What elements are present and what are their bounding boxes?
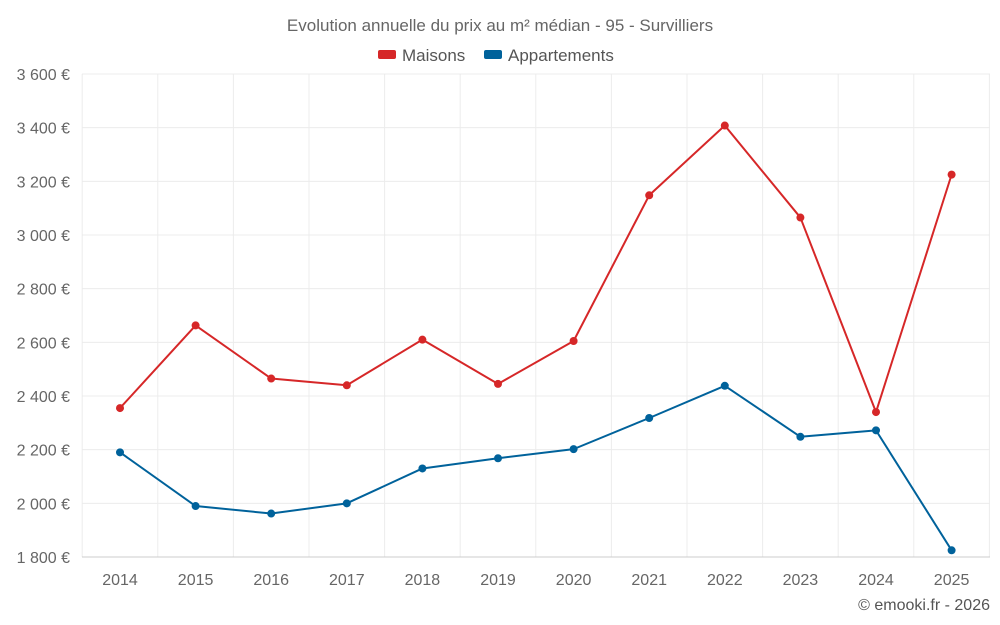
y-tick-label: 3 400 €	[17, 121, 70, 138]
legend-swatch-appartements	[484, 50, 502, 59]
data-point-maisons[interactable]	[116, 404, 124, 413]
data-point-maisons[interactable]	[191, 321, 200, 330]
x-tick-label: 2022	[707, 572, 743, 589]
data-point-appartements[interactable]	[494, 454, 502, 463]
x-tick-label: 2016	[253, 572, 289, 589]
legend-item-appartements[interactable]: Appartements	[508, 46, 614, 65]
data-point-appartements[interactable]	[569, 445, 578, 454]
data-point-maisons[interactable]	[418, 335, 427, 344]
y-tick-label: 2 400 €	[17, 389, 70, 406]
x-tick-label: 2014	[102, 572, 138, 589]
data-point-appartements[interactable]	[872, 426, 880, 435]
data-point-maisons[interactable]	[872, 408, 880, 417]
x-tick-label: 2025	[934, 572, 970, 589]
data-point-appartements[interactable]	[645, 414, 654, 423]
x-tick-label: 2023	[783, 572, 819, 589]
chart-title: Evolution annuelle du prix au m² médian …	[287, 16, 713, 35]
series-line-maisons	[119, 124, 953, 414]
data-point-appartements[interactable]	[342, 499, 351, 508]
data-point-appartements[interactable]	[116, 448, 124, 457]
data-point-maisons[interactable]	[645, 191, 654, 200]
y-tick-label: 2 600 €	[17, 335, 70, 352]
y-tick-label: 2 000 €	[17, 496, 70, 513]
grid	[81, 73, 990, 558]
x-tick-label: 2017	[329, 572, 365, 589]
x-tick-label: 2015	[178, 572, 214, 589]
y-tick-label: 2 800 €	[17, 282, 70, 299]
series-line-appartements	[119, 384, 953, 551]
data-point-maisons[interactable]	[342, 381, 351, 390]
data-point-maisons[interactable]	[494, 379, 502, 388]
y-tick-label: 3 600 €	[17, 67, 70, 84]
x-tick-label: 2019	[480, 572, 516, 589]
data-point-appartements[interactable]	[267, 509, 276, 518]
y-tick-label: 3 200 €	[17, 174, 70, 191]
y-tick-label: 1 800 €	[17, 550, 70, 567]
data-point-maisons[interactable]	[569, 336, 578, 345]
data-point-maisons[interactable]	[947, 170, 956, 179]
x-tick-label: 2020	[556, 572, 592, 589]
series-group	[116, 121, 956, 555]
legend-swatch-maisons	[378, 50, 396, 59]
data-point-appartements[interactable]	[720, 381, 729, 390]
x-tick-label: 2021	[631, 572, 667, 589]
data-point-appartements[interactable]	[947, 546, 956, 555]
data-point-maisons[interactable]	[267, 374, 276, 383]
legend-item-maisons[interactable]: Maisons	[402, 46, 465, 65]
y-tick-label: 3 000 €	[17, 228, 70, 245]
y-tick-label: 2 200 €	[17, 443, 70, 460]
axes: 1 800 € 2 000 € 2 200 € 2 400 € 2 600 € 2 800…	[17, 67, 990, 589]
data-point-maisons[interactable]	[720, 121, 729, 130]
x-tick-label: 2024	[858, 572, 894, 589]
data-point-appartements[interactable]	[418, 464, 427, 473]
data-point-appartements[interactable]	[191, 502, 200, 511]
data-point-appartements[interactable]	[796, 432, 805, 441]
legend: Maisons Appartements	[378, 46, 614, 65]
data-point-maisons[interactable]	[796, 213, 805, 222]
x-tick-label: 2018	[405, 572, 441, 589]
credit-text: © emooki.fr - 2026	[858, 597, 990, 614]
